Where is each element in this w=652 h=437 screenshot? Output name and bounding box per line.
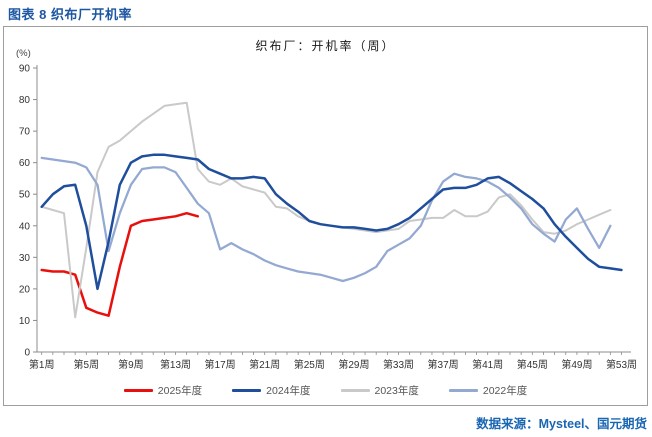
y-axis-label: 20	[19, 284, 31, 295]
x-axis-label: 第13周	[160, 358, 191, 371]
x-axis-label: 第41周	[472, 358, 503, 371]
chart-panel: 织布厂：开机率（周） (%) 0 10 20 30 40 50 60 70 80 90 第1周 第5周…	[3, 26, 648, 406]
legend-line-swatch	[340, 389, 370, 392]
legend-line-swatch	[448, 389, 478, 392]
page-title: 图表 8 织布厂开机率	[8, 7, 132, 22]
x-axis-label: 第53周	[606, 358, 637, 371]
series-line-2023年度	[40, 101, 612, 319]
x-axis-label: 第29周	[338, 358, 369, 371]
x-axis-label: 第25周	[294, 358, 325, 371]
y-axis-label: 80	[19, 95, 31, 106]
y-axis-label: 90	[19, 64, 31, 75]
legend-line-swatch	[232, 389, 262, 392]
line-chart-svg: 0 10 20 30 40 50 60 70 80 90 第1周 第5周 第9周 第13周 第17周 第21周…	[19, 64, 637, 372]
y-axis-label: 30	[19, 253, 31, 264]
legend-item-2023年度: 2023年度	[340, 383, 419, 398]
y-axis-label: 50	[19, 190, 31, 201]
x-axis-label: 第17周	[205, 358, 236, 371]
y-axis-label: 40	[19, 221, 31, 232]
legend-item-2025年度: 2025年度	[123, 383, 203, 398]
x-axis-label: 第1周	[29, 358, 55, 371]
legend-label: 2023年度	[374, 385, 419, 397]
y-axis-label: 60	[19, 158, 31, 169]
y-axis-label: 70	[19, 127, 31, 138]
x-axis-label: 第21周	[249, 358, 280, 371]
legend-label: 2025年度	[157, 385, 203, 397]
data-source-note: 数据来源：Mysteel、国元期货	[476, 417, 647, 431]
legend-label: 2024年度	[266, 385, 311, 397]
series-line-2022年度	[40, 156, 612, 283]
x-axis-label: 第33周	[383, 358, 414, 371]
legend: 2025年度 2024年度 2023年度 2022年度	[4, 383, 647, 398]
y-axis-unit-label: (%)	[16, 48, 31, 59]
chart-title: 织布厂：开机率（周）	[255, 39, 396, 53]
x-axis-label: 第37周	[428, 358, 459, 371]
legend-item-2024年度: 2024年度	[232, 383, 311, 398]
series-line-2024年度	[40, 153, 623, 291]
legend-item-2022年度: 2022年度	[448, 383, 528, 398]
x-axis-label: 第5周	[74, 358, 100, 371]
y-axis-label: 0	[24, 348, 30, 359]
legend-label: 2022年度	[482, 385, 528, 397]
series-line-2025年度	[40, 211, 200, 317]
x-axis-label: 第45周	[517, 358, 548, 371]
legend-line-swatch	[123, 389, 153, 392]
x-axis-label: 第9周	[118, 358, 144, 371]
x-axis-label: 第49周	[561, 358, 592, 371]
y-axis-label: 10	[19, 316, 31, 327]
